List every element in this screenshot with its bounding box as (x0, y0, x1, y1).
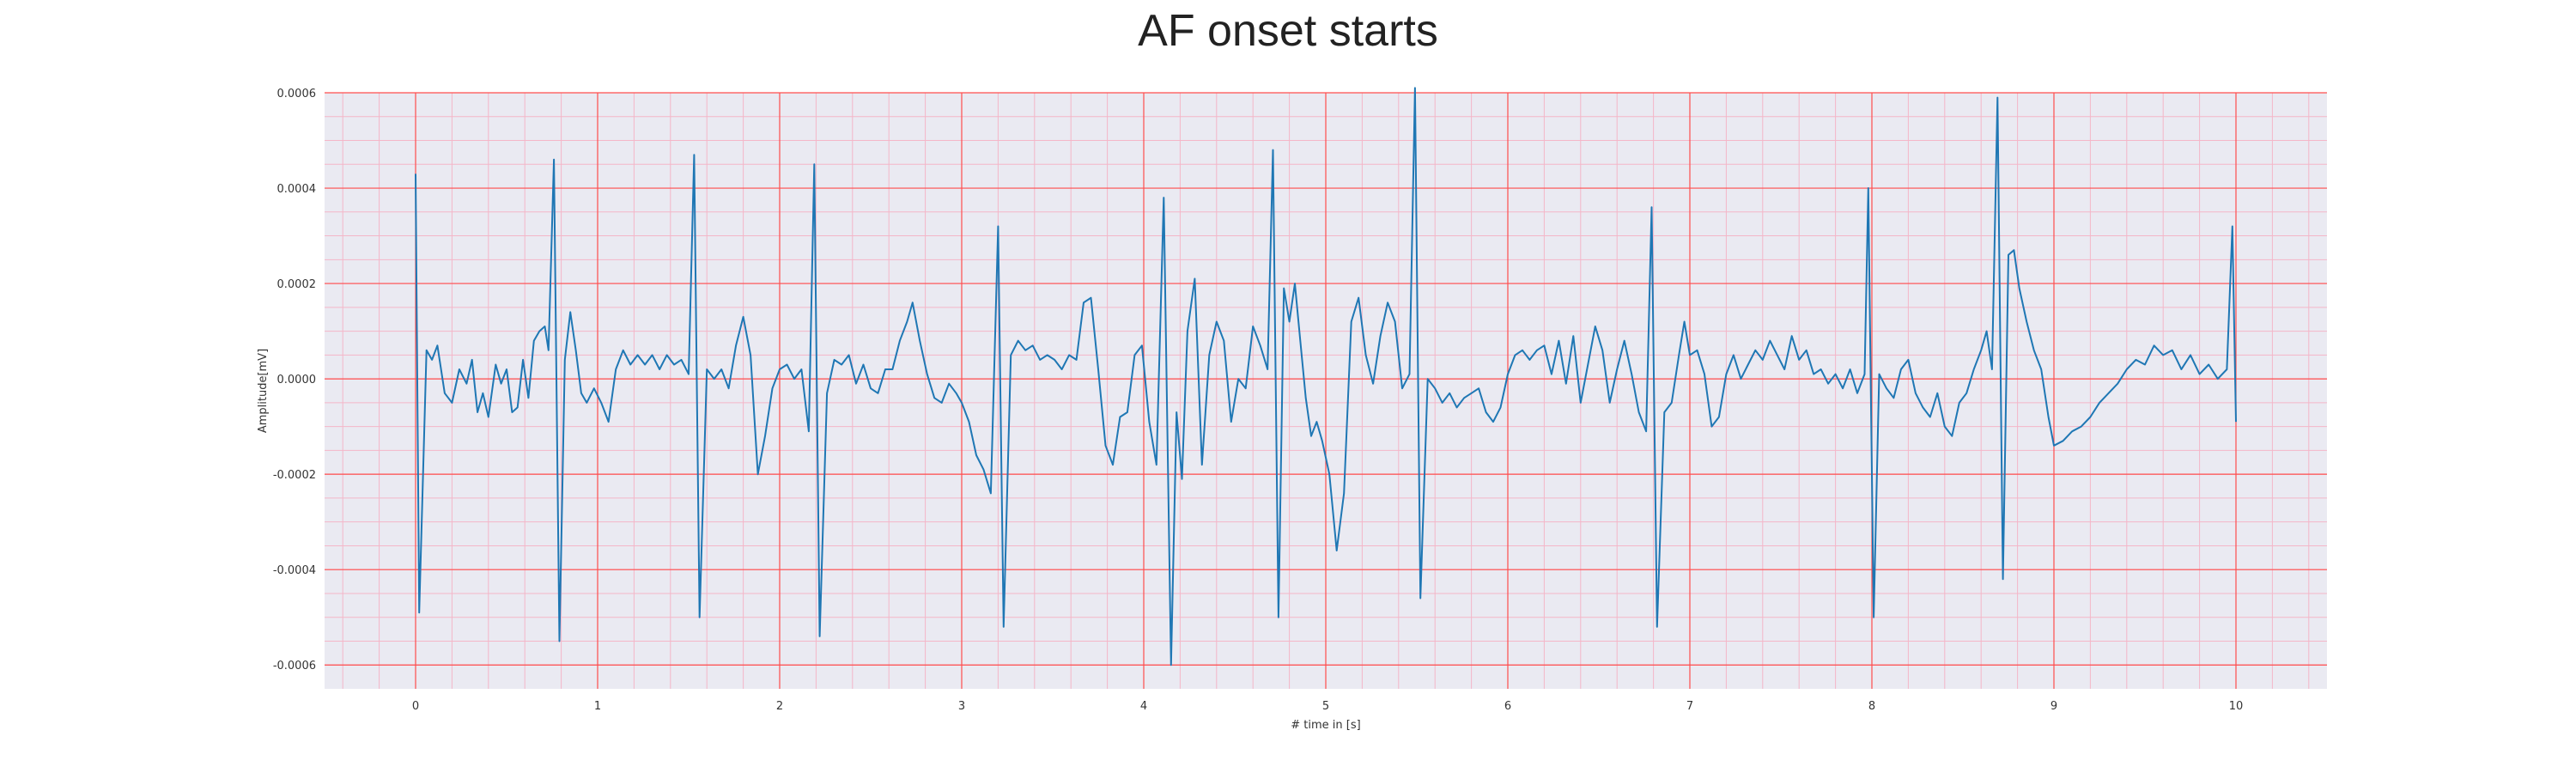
x-tick-label: 9 (2050, 700, 2057, 713)
x-tick-label: 8 (1868, 700, 1875, 713)
x-tick-labels: 0 1 2 3 4 5 6 7 8 9 10 (412, 700, 2243, 713)
x-tick-label: 6 (1504, 700, 1511, 713)
x-tick-label: 0 (412, 700, 419, 713)
y-tick-label: 0.0004 (277, 183, 317, 196)
chart-title: AF onset starts (1138, 6, 1438, 56)
x-axis-label: # time in [s] (1291, 719, 1360, 732)
y-tick-labels: -0.0006 -0.0004 -0.0002 0.0000 0.0002 0.0004 0… (273, 88, 316, 673)
y-tick-label: -0.0004 (273, 564, 316, 577)
y-tick-label: -0.0006 (273, 660, 316, 673)
y-tick-label: 0.0000 (277, 374, 317, 386)
x-tick-label: 1 (594, 700, 601, 713)
x-tick-label: 7 (1686, 700, 1693, 713)
y-tick-label: -0.0002 (273, 469, 316, 482)
x-tick-label: 4 (1140, 700, 1147, 713)
major-grid (325, 92, 2327, 689)
y-tick-label: 0.0002 (277, 278, 317, 291)
y-tick-label: 0.0006 (277, 88, 317, 100)
y-axis-label: Amplitude[mV] (257, 349, 270, 433)
x-tick-label: 2 (776, 700, 783, 713)
ecg-series-line (415, 87, 2237, 666)
x-tick-label: 5 (1322, 700, 1329, 713)
x-tick-label: 3 (958, 700, 965, 713)
x-tick-label: 10 (2229, 700, 2244, 713)
